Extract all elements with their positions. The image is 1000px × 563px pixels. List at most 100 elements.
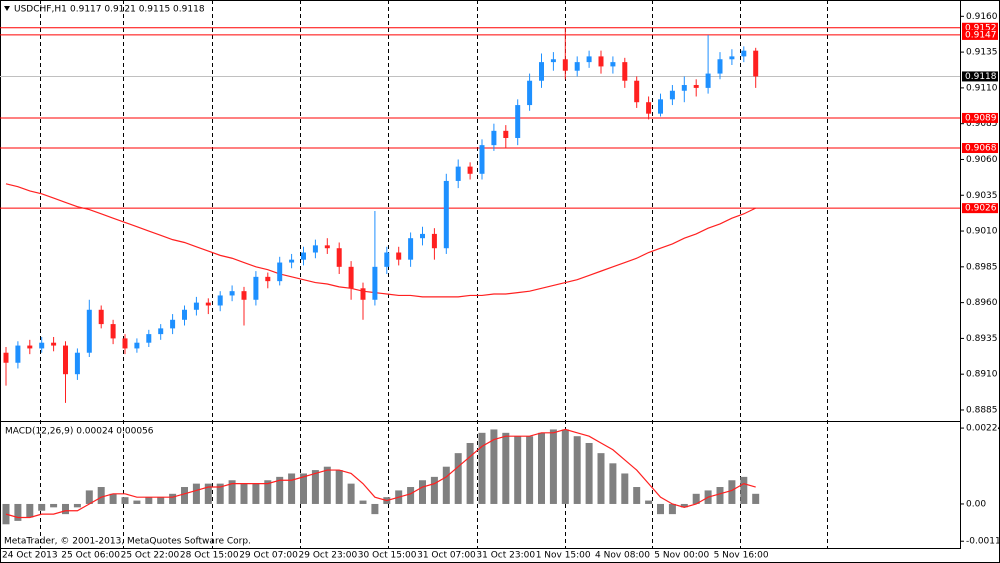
histogram-bar [561,429,569,504]
candle-body [27,345,33,349]
candle-body [372,266,378,300]
candle-body [610,62,616,67]
candle-body [705,73,711,88]
chart-title: USDCHF,H1 [14,5,67,15]
histogram-bar [359,500,367,504]
collapse-icon[interactable] [4,6,10,11]
x-tick-label: 4 Nov 08:00 [595,551,650,561]
candle-body [3,352,9,363]
histogram-bar [621,473,629,504]
candle-body [217,295,223,306]
histogram-bar [466,442,474,504]
histogram-bar [252,483,260,504]
histogram-bar [657,503,664,515]
candle-body [622,62,628,81]
candle-body [586,56,592,63]
histogram-bar [323,466,331,504]
level-label: 0.9152 [965,23,997,33]
level-label: 0.9026 [965,204,997,214]
histogram-bar [181,487,188,504]
histogram-bar [597,453,605,504]
histogram-bar [407,487,415,504]
candle-body [229,291,235,296]
candle-body [122,338,128,349]
signal-line [5,428,756,519]
candle-body [51,342,57,346]
candle-body [193,302,199,310]
histogram-bar [26,503,34,518]
histogram-bar [157,497,165,504]
y-tick-label: 0.9010 [966,227,998,237]
histogram-bar [419,480,426,504]
candle-body [455,166,461,181]
candle-body [467,166,473,174]
histogram-bar [478,432,486,504]
x-tick-label: 5 Nov 16:00 [714,551,769,561]
candle-body [86,309,92,353]
candle-body [753,50,759,77]
candle-body [182,309,187,320]
histogram-bar [50,503,58,508]
y-tick-label: 0.8910 [966,370,998,380]
candle-body [110,324,116,339]
histogram-bar [716,487,724,504]
histogram-bar [668,503,676,515]
x-tick-label: 30 Oct 15:00 [358,551,417,561]
histogram-bar [526,436,534,504]
x-tick-label: 25 Oct 22:00 [121,551,180,561]
histogram-bar [430,476,438,504]
x-tick-label: 24 Oct 2013 [2,551,58,561]
y-tick-label: 0.8985 [966,262,998,272]
y-tick-label: 0.00 [966,499,986,509]
histogram-bar [192,483,200,504]
x-tick-label: 28 Oct 15:00 [180,551,239,561]
histogram-bar [490,429,498,504]
histogram-bar [609,463,617,504]
candle-body [574,62,580,71]
quote: 0.9117 0.9121 0.9115 0.9118 [70,5,205,15]
level-label-bg [962,29,998,40]
y-tick-label: 0.8960 [966,298,998,308]
histogram-bar [371,503,379,515]
histogram-bar [585,442,593,504]
x-tick-label: 29 Oct 07:00 [239,551,298,561]
level-label: 0.9089 [965,113,997,123]
x-tick-label: 1 Nov 15:00 [536,551,591,561]
y-tick-label: 0.8935 [966,334,998,344]
candle-body [98,309,104,325]
candle-body [396,252,402,260]
candle-body [336,248,342,267]
histogram-bar [442,466,450,504]
histogram-bar [145,497,153,504]
y-tick-label: 0.00224 [966,424,1000,434]
candle-body [431,233,437,249]
footer: MetaTrader, © 2001-2013, MetaQuotes Soft… [4,537,251,547]
histogram-bar [335,470,343,504]
candle-body [729,56,735,60]
histogram-bar [121,497,129,504]
candle-body [658,99,663,114]
histogram-bar [62,503,69,515]
candle-body [312,245,318,253]
histogram-bar [169,493,177,504]
y-tick-label: 0.9035 [966,191,998,201]
candle-body [443,180,449,249]
candle-body [265,276,271,282]
y-tick-label: 0.9085 [966,119,998,129]
candle-body [634,80,640,103]
candle-body [384,252,390,267]
candle-body [301,252,306,260]
y-tick-label: 0.9060 [966,155,998,165]
x-tick-label: 31 Oct 23:00 [476,551,535,561]
level-label-bg [962,203,998,214]
candle-body [324,245,330,249]
histogram-bar [240,483,248,504]
candle-body [170,319,176,329]
candle-body [205,302,211,306]
candle-body [15,345,21,363]
histogram-bar [538,432,545,504]
y-tick-label: 0.9160 [966,12,998,22]
x-tick-label: 5 Nov 00:00 [654,551,709,561]
